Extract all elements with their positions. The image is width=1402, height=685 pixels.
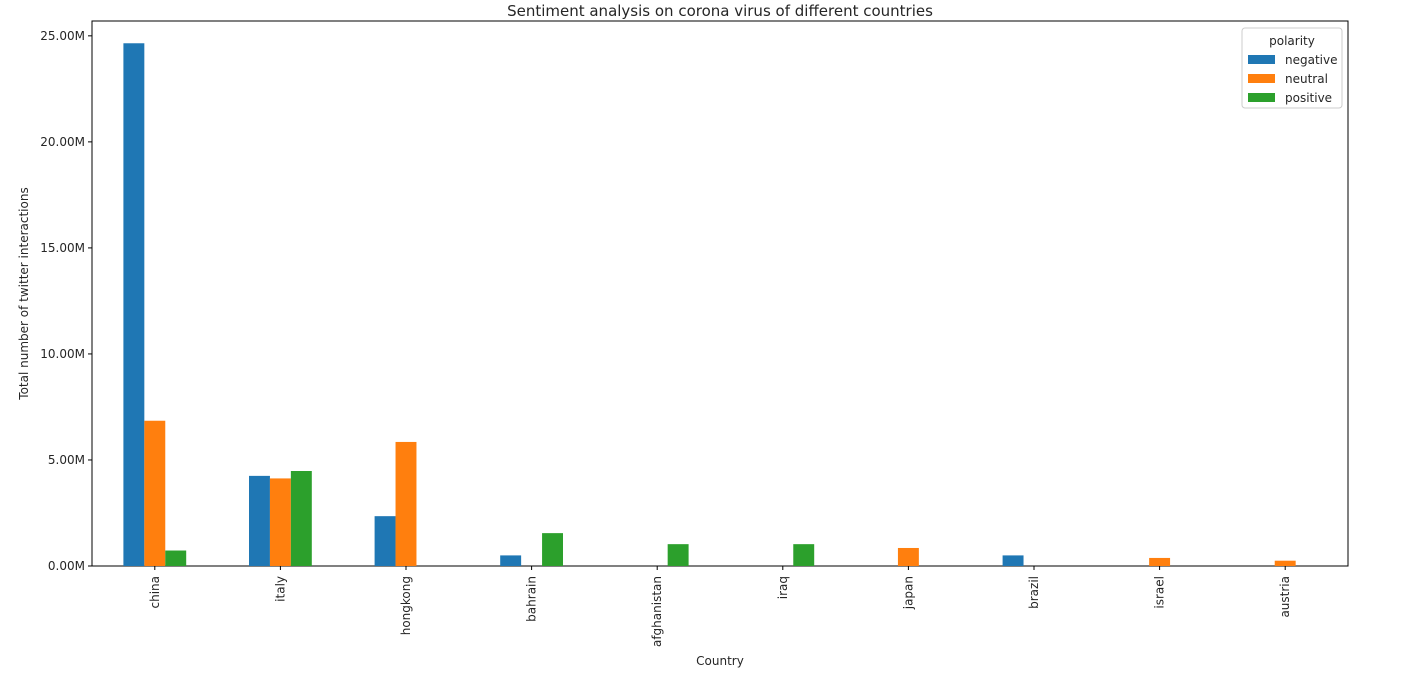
bar-iraq-positive [793,544,815,566]
legend-swatch-neutral [1248,74,1275,83]
bar-austria-neutral [1274,560,1296,566]
bar-hongkong-negative [374,516,396,566]
y-tick-label: 5.00M [48,453,85,467]
bar-italy-positive [290,470,312,566]
x-tick-label-italy: italy [273,576,287,602]
bar-china-positive [165,550,187,566]
legend-items: negative neutral positive [1248,53,1337,105]
x-axis: china italy hongkong bahrain afghanistan iraq… [148,566,1292,647]
legend-title: polarity [1269,34,1315,48]
y-tick-label: 0.00M [48,559,85,573]
x-axis-label: Country [696,654,744,668]
chart-title: Sentiment analysis on corona virus of di… [507,2,933,20]
legend-box [1241,27,1343,109]
y-tick-label: 15.00M [40,241,85,255]
x-tick-label-brazil: brazil [1027,576,1041,609]
bar-israel-neutral [1149,557,1171,566]
x-tick-label-afghanistan: afghanistan [650,576,664,647]
bar-hongkong-neutral [395,441,417,566]
bar-italy-neutral [269,478,291,566]
bar-afghanistan-positive [667,544,689,566]
y-tick-label: 25.00M [40,29,85,43]
legend-swatch-negative [1248,55,1275,64]
y-axis: 0.00M 5.00M 10.00M 15.00M 20.00M 25.00M [40,29,92,573]
bar-japan-neutral [897,547,919,566]
legend-label-neutral: neutral [1285,72,1328,86]
x-tick-label-iraq: iraq [776,576,790,599]
bar-china-neutral [144,420,166,566]
legend-label-negative: negative [1285,53,1337,67]
x-tick-label-bahrain: bahrain [525,576,539,622]
x-tick-label-israel: israel [1153,576,1167,609]
bar-italy-negative [249,475,270,566]
bar-bahrain-negative [500,555,522,566]
x-tick-label-china: china [148,576,162,609]
x-tick-label-austria: austria [1278,576,1292,618]
x-tick-label-japan: japan [901,576,915,610]
bars [123,43,1296,566]
bar-brazil-negative [1002,555,1024,566]
plot-frame [91,20,1349,567]
x-tick-label-hongkong: hongkong [399,576,413,635]
y-tick-label: 20.00M [40,135,85,149]
legend-label-positive: positive [1285,91,1332,105]
legend-swatch-positive [1248,93,1275,102]
legend: polarity negative neutral positive [1241,27,1343,109]
bar-china-negative [123,43,145,566]
y-tick-label: 10.00M [40,347,85,361]
bar-bahrain-positive [542,533,563,566]
y-axis-label: Total number of twitter interactions [17,187,31,400]
